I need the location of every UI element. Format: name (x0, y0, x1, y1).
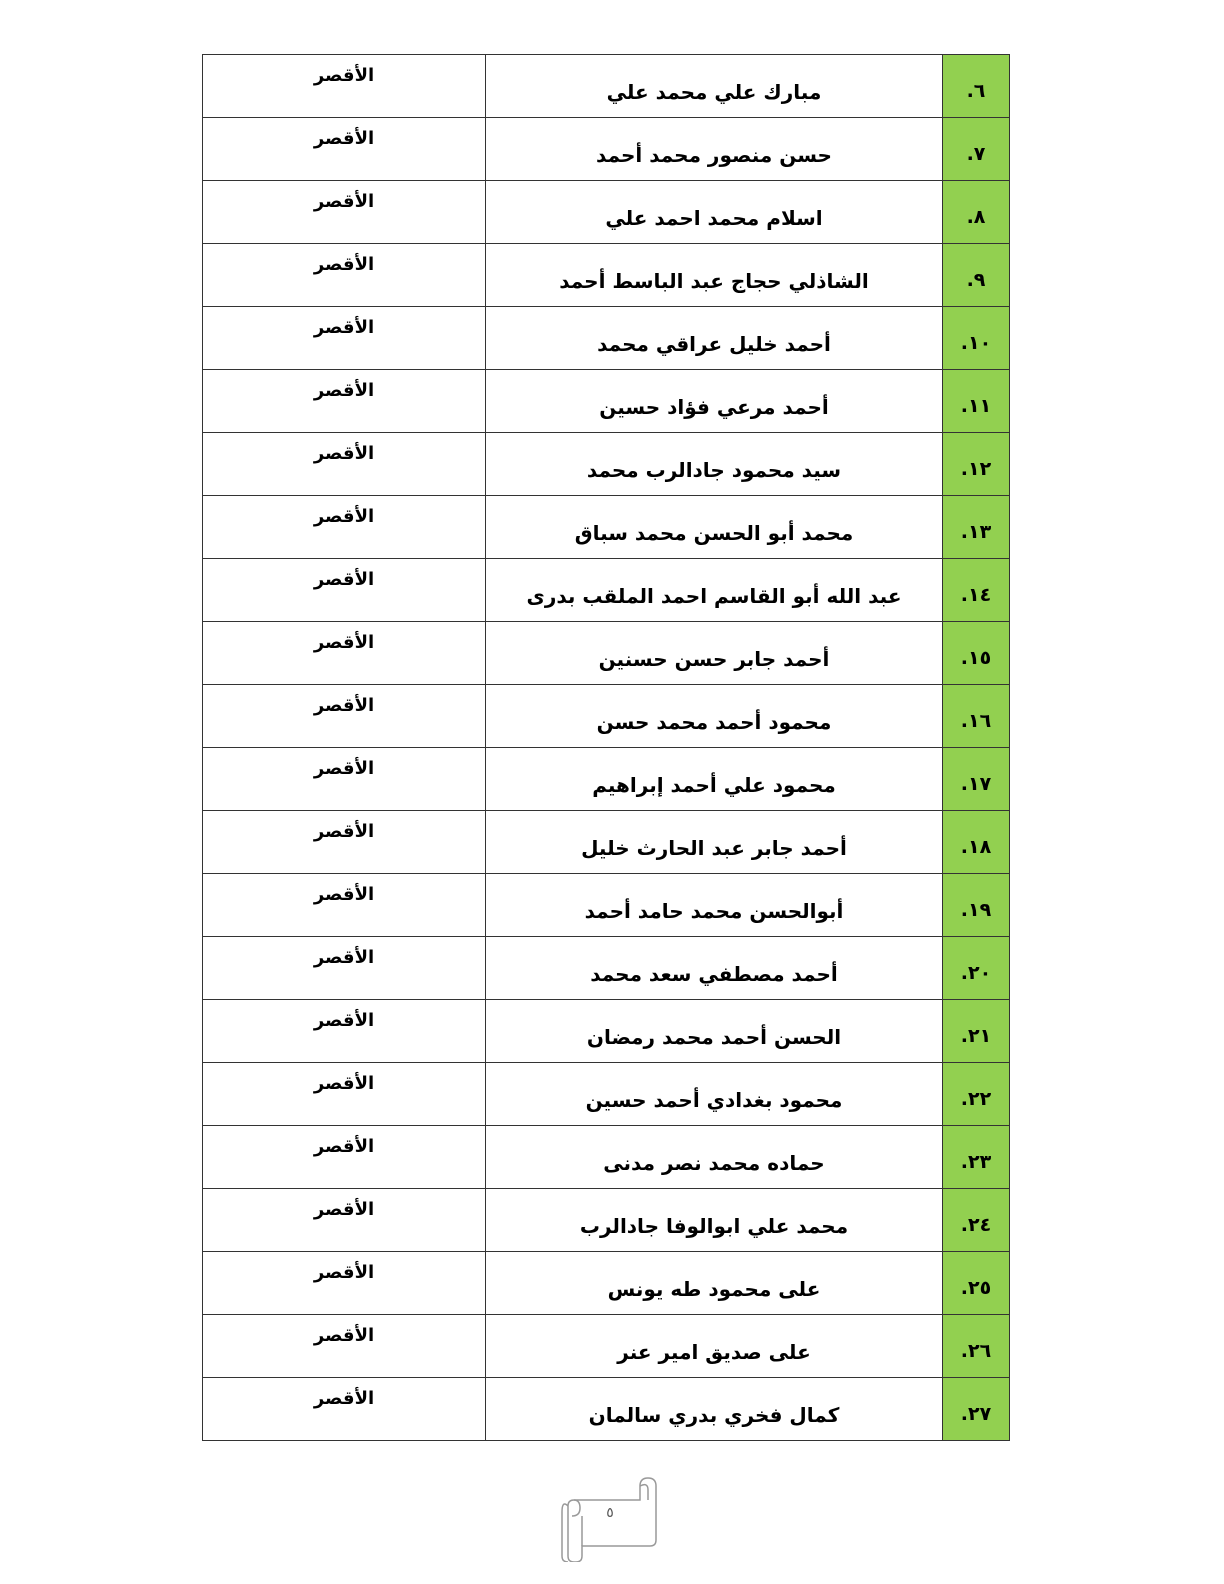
city-name: الأقصر (202, 1314, 486, 1378)
city-name: الأقصر (202, 495, 486, 559)
row-number: ٢٦. (942, 1314, 1010, 1378)
person-name: محمود علي أحمد إبراهيم (485, 747, 943, 811)
table-row: ١٤. عبد الله أبو القاسم احمد الملقب بدرى ا… (202, 558, 1010, 622)
person-name: الشاذلي حجاج عبد الباسط أحمد (485, 243, 943, 307)
row-number: ١٦. (942, 684, 1010, 748)
person-name: على صديق امير عنر (485, 1314, 943, 1378)
city-name: الأقصر (202, 747, 486, 811)
table-row: ١٥. أحمد جابر حسن حسنين الأقصر (202, 621, 1010, 685)
person-name: كمال فخري بدري سالمان (485, 1377, 943, 1441)
row-number: ٧. (942, 117, 1010, 181)
person-name: أحمد جابر عبد الحارث خليل (485, 810, 943, 874)
row-number: ١٠. (942, 306, 1010, 370)
person-name: محمد علي ابوالوفا جادالرب (485, 1188, 943, 1252)
city-name: الأقصر (202, 936, 486, 1000)
row-number: ٢٤. (942, 1188, 1010, 1252)
table-row: ٢٠. أحمد مصطفي سعد محمد الأقصر (202, 936, 1010, 1000)
person-name: اسلام محمد احمد علي (485, 180, 943, 244)
row-number: ٢٢. (942, 1062, 1010, 1126)
row-number: ٩. (942, 243, 1010, 307)
table-row: ٧. حسن منصور محمد أحمد الأقصر (202, 117, 1010, 181)
city-name: الأقصر (202, 1188, 486, 1252)
table-row: ١٨. أحمد جابر عبد الحارث خليل الأقصر (202, 810, 1010, 874)
row-number: ٢٧. (942, 1377, 1010, 1441)
row-number: ١٨. (942, 810, 1010, 874)
city-name: الأقصر (202, 684, 486, 748)
city-name: الأقصر (202, 243, 486, 307)
person-name: سيد محمود جادالرب محمد (485, 432, 943, 496)
table-row: ٢٢. محمود بغدادي أحمد حسين الأقصر (202, 1062, 1010, 1126)
table-row: ٩. الشاذلي حجاج عبد الباسط أحمد الأقصر (202, 243, 1010, 307)
person-name: على محمود طه يونس (485, 1251, 943, 1315)
row-number: ١٧. (942, 747, 1010, 811)
city-name: الأقصر (202, 558, 486, 622)
person-name: حسن منصور محمد أحمد (485, 117, 943, 181)
table-row: ١٦. محمود أحمد محمد حسن الأقصر (202, 684, 1010, 748)
person-name: أحمد مصطفي سعد محمد (485, 936, 943, 1000)
table-row: ٢٧. كمال فخري بدري سالمان الأقصر (202, 1377, 1010, 1441)
row-number: ٢٣. (942, 1125, 1010, 1189)
table-row: ١٠. أحمد خليل عراقي محمد الأقصر (202, 306, 1010, 370)
table-row: ١٧. محمود علي أحمد إبراهيم الأقصر (202, 747, 1010, 811)
city-name: الأقصر (202, 180, 486, 244)
person-name: أحمد مرعي فؤاد حسين (485, 369, 943, 433)
table-row: ١٢. سيد محمود جادالرب محمد الأقصر (202, 432, 1010, 496)
city-name: الأقصر (202, 999, 486, 1063)
city-name: الأقصر (202, 621, 486, 685)
page-number: ٥ (606, 1505, 614, 1521)
row-number: ١٣. (942, 495, 1010, 559)
person-name: أحمد خليل عراقي محمد (485, 306, 943, 370)
city-name: الأقصر (202, 432, 486, 496)
person-name: الحسن أحمد محمد رمضان (485, 999, 943, 1063)
row-number: ٦. (942, 54, 1010, 118)
table-row: ١٩. أبوالحسن محمد حامد أحمد الأقصر (202, 873, 1010, 937)
table-row: ٢٦. على صديق امير عنر الأقصر (202, 1314, 1010, 1378)
names-table: ٦. مبارك علي محمد علي الأقصر ٧. حسن منصور مح… (202, 54, 1010, 1441)
row-number: ١٢. (942, 432, 1010, 496)
city-name: الأقصر (202, 1062, 486, 1126)
row-number: ١٩. (942, 873, 1010, 937)
city-name: الأقصر (202, 1377, 486, 1441)
city-name: الأقصر (202, 117, 486, 181)
row-number: ٢١. (942, 999, 1010, 1063)
person-name: أبوالحسن محمد حامد أحمد (485, 873, 943, 937)
city-name: الأقصر (202, 54, 486, 118)
table-row: ٢٣. حماده محمد نصر مدنى الأقصر (202, 1125, 1010, 1189)
city-name: الأقصر (202, 873, 486, 937)
table-row: ٢٥. على محمود طه يونس الأقصر (202, 1251, 1010, 1315)
person-name: أحمد جابر حسن حسنين (485, 621, 943, 685)
person-name: محمود أحمد محمد حسن (485, 684, 943, 748)
table-row: ٨. اسلام محمد احمد علي الأقصر (202, 180, 1010, 244)
table-row: ٢٤. محمد علي ابوالوفا جادالرب الأقصر (202, 1188, 1010, 1252)
person-name: حماده محمد نصر مدنى (485, 1125, 943, 1189)
table-row: ٢١. الحسن أحمد محمد رمضان الأقصر (202, 999, 1010, 1063)
city-name: الأقصر (202, 810, 486, 874)
city-name: الأقصر (202, 1251, 486, 1315)
city-name: الأقصر (202, 1125, 486, 1189)
row-number: ١٤. (942, 558, 1010, 622)
person-name: محمود بغدادي أحمد حسين (485, 1062, 943, 1126)
city-name: الأقصر (202, 306, 486, 370)
city-name: الأقصر (202, 369, 486, 433)
table-row: ١٣. محمد أبو الحسن محمد سباق الأقصر (202, 495, 1010, 559)
person-name: مبارك علي محمد علي (485, 54, 943, 118)
row-number: ١٥. (942, 621, 1010, 685)
row-number: ٨. (942, 180, 1010, 244)
table-row: ٦. مبارك علي محمد علي الأقصر (202, 54, 1010, 118)
table-row: ١١. أحمد مرعي فؤاد حسين الأقصر (202, 369, 1010, 433)
scroll-icon (561, 1477, 657, 1562)
row-number: ١١. (942, 369, 1010, 433)
row-number: ٢٠. (942, 936, 1010, 1000)
person-name: محمد أبو الحسن محمد سباق (485, 495, 943, 559)
row-number: ٢٥. (942, 1251, 1010, 1315)
person-name: عبد الله أبو القاسم احمد الملقب بدرى (485, 558, 943, 622)
